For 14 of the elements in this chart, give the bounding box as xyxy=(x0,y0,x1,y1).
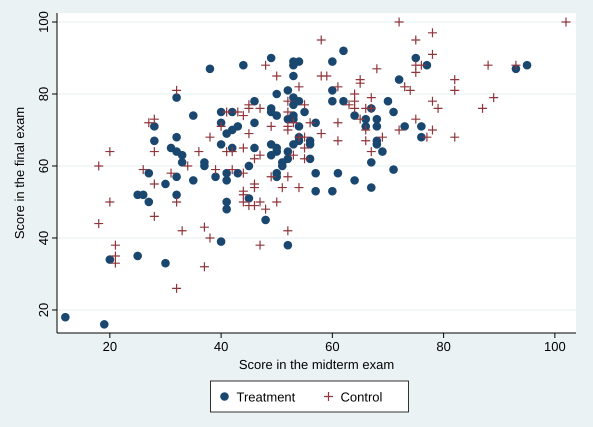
x-tick-label: 60 xyxy=(325,339,340,354)
x-tick-label: 80 xyxy=(436,339,451,354)
legend-label: Treatment xyxy=(236,390,296,404)
y-axis-title: Score in the final exam xyxy=(12,106,27,240)
y-tick-label: 60 xyxy=(36,158,51,174)
x-axis-title: Score in the midterm exam xyxy=(238,357,394,372)
y-tick-label: 20 xyxy=(36,302,51,318)
y-tick-label: 100 xyxy=(36,11,51,33)
x-tick-label: 40 xyxy=(214,339,228,354)
x-tick-label: 20 xyxy=(102,339,118,354)
x-tick-label: 100 xyxy=(544,339,566,354)
legend-label: Control xyxy=(340,390,383,404)
y-tick-label: 80 xyxy=(36,86,51,102)
y-tick-label: 40 xyxy=(36,230,51,246)
